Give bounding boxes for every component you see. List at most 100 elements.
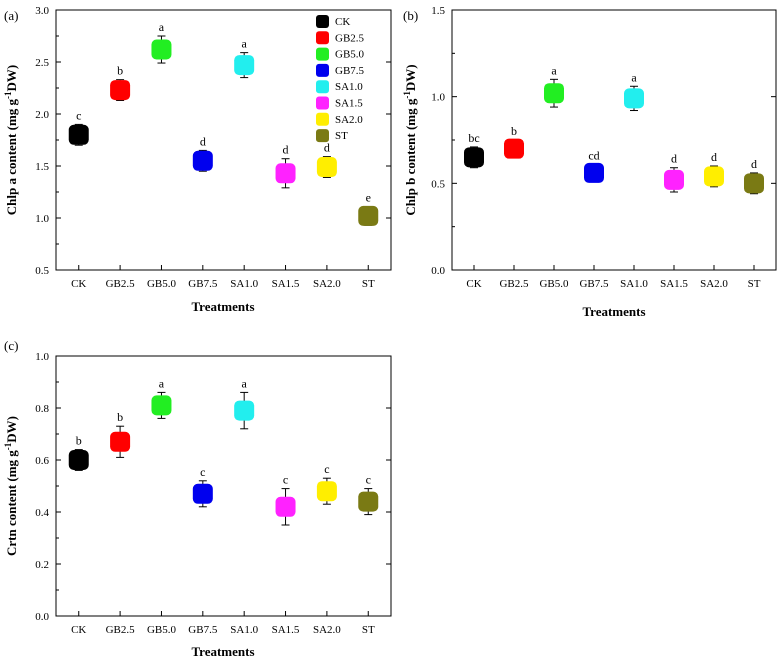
- significance-label: a: [159, 376, 165, 390]
- significance-label: a: [242, 37, 248, 51]
- legend-label: GB7.5: [335, 65, 365, 77]
- significance-label: e: [366, 191, 371, 205]
- significance-label: c: [76, 108, 81, 122]
- plot-frame: [55, 355, 392, 617]
- legend-swatch: [316, 129, 329, 143]
- y-tick-label: 0.0: [431, 265, 445, 277]
- panel-label: (a): [4, 8, 18, 23]
- x-tick-label: GB2.5: [106, 278, 136, 290]
- x-axis-title: Treatments: [191, 299, 254, 314]
- y-tick-label: 1.5: [35, 161, 49, 173]
- data-point-SA1.5: [664, 169, 684, 190]
- y-axis-title: Chlp a content (mg g-1DW): [3, 65, 19, 216]
- y-tick-label: 3.0: [35, 5, 49, 17]
- significance-label: a: [551, 63, 557, 77]
- x-tick-label: ST: [362, 624, 375, 636]
- data-point-CK: [68, 450, 89, 470]
- plot-frame: [451, 9, 777, 271]
- x-tick-label: GB2.5: [499, 278, 529, 290]
- legend-label: GB2.5: [335, 32, 365, 44]
- significance-label: d: [200, 134, 206, 148]
- significance-label: b: [511, 124, 517, 138]
- data-point-CK: [68, 124, 89, 145]
- legend-label: ST: [335, 130, 348, 142]
- x-tick-label: CK: [71, 278, 86, 290]
- legend-swatch: [316, 96, 329, 110]
- significance-label: b: [117, 64, 123, 78]
- x-tick-label: GB5.0: [539, 278, 569, 290]
- data-point-SA1.0: [234, 400, 255, 421]
- x-tick-label: SA1.0: [230, 624, 258, 636]
- x-tick-label: SA2.0: [313, 278, 341, 290]
- significance-label: bc: [468, 131, 479, 145]
- x-tick-label: GB5.0: [147, 624, 177, 636]
- x-tick-label: CK: [466, 278, 481, 290]
- x-tick-label: SA2.0: [700, 278, 728, 290]
- y-tick-label: 0.8: [35, 403, 49, 415]
- y-tick-label: 1.5: [431, 5, 445, 17]
- x-tick-label: SA1.0: [620, 278, 648, 290]
- data-point-SA1.0: [234, 55, 255, 76]
- y-axis-title: Chlp b content (mg g-1DW): [402, 64, 418, 215]
- significance-label: a: [242, 376, 248, 390]
- legend-swatch: [316, 112, 329, 126]
- significance-label: c: [200, 465, 205, 479]
- x-tick-label: SA2.0: [313, 624, 341, 636]
- x-tick-label: ST: [748, 278, 761, 290]
- x-tick-label: ST: [362, 278, 375, 290]
- data-point-GB2.5: [110, 80, 131, 101]
- y-tick-label: 0.0: [35, 611, 49, 623]
- legend-label: SA1.0: [335, 81, 363, 93]
- data-point-SA2.0: [316, 481, 337, 502]
- significance-label: d: [751, 157, 757, 171]
- significance-label: a: [631, 70, 637, 84]
- data-point-ST: [358, 205, 379, 226]
- legend-swatch: [316, 31, 329, 45]
- data-point-SA1.5: [275, 496, 296, 517]
- legend-swatch: [316, 63, 329, 77]
- y-axis-title: Crtn content (mg g-1DW): [3, 416, 19, 556]
- x-tick-label: SA1.5: [660, 278, 688, 290]
- significance-label: cd: [588, 148, 599, 162]
- data-point-SA1.0: [624, 88, 644, 109]
- data-point-ST: [744, 173, 764, 194]
- x-tick-label: GB5.0: [147, 278, 177, 290]
- x-tick-label: GB7.5: [188, 278, 218, 290]
- chart-panel-1: 0.5 1.0 1.5 2.0 2.5 3.0 CK GB2.5 GB5.0 GB7.5 SA1.0…: [3, 5, 392, 314]
- data-point-GB7.5: [192, 150, 213, 171]
- x-axis-title: Treatments: [582, 304, 645, 319]
- y-tick-label: 1.0: [35, 213, 49, 225]
- significance-label: d: [711, 150, 717, 164]
- x-tick-label: GB2.5: [106, 624, 136, 636]
- data-point-GB5.0: [151, 395, 172, 416]
- legend-label: SA1.5: [335, 98, 363, 110]
- significance-label: a: [159, 20, 165, 34]
- chart-panel-3: 0.0 0.2 0.4 0.6 0.8 1.0 CK GB2.5 GB5.0 GB7.5 SA1.0…: [3, 338, 392, 658]
- y-tick-label: 0.5: [431, 178, 445, 190]
- data-point-GB2.5: [110, 431, 131, 452]
- legend-swatch: [316, 80, 329, 94]
- y-tick-label: 0.5: [35, 265, 49, 277]
- legend-swatch: [316, 47, 329, 61]
- x-tick-label: CK: [71, 624, 86, 636]
- data-point-GB7.5: [192, 483, 213, 504]
- legend-label: CK: [335, 16, 350, 28]
- x-tick-label: GB7.5: [579, 278, 609, 290]
- y-tick-label: 0.2: [35, 559, 49, 571]
- legend: CK GB2.5 GB5.0 GB7.5 SA1.0 SA1.5 SA2.0 ST: [316, 15, 365, 143]
- significance-label: b: [117, 410, 123, 424]
- data-point-GB7.5: [584, 162, 604, 183]
- data-point-ST: [358, 491, 379, 512]
- legend-label: GB5.0: [335, 49, 365, 61]
- panel-label: (b): [403, 8, 418, 23]
- data-point-GB5.0: [151, 39, 172, 60]
- chart-panel-2: 0.0 0.5 1.0 1.5 CK GB2.5 GB5.0 GB7.5 SA1.0 SA1.5 S…: [402, 5, 777, 319]
- x-axis-title: Treatments: [191, 644, 254, 658]
- y-tick-label: 0.6: [35, 455, 49, 467]
- panel-label: (c): [4, 338, 18, 353]
- legend-label: SA2.0: [335, 114, 363, 126]
- data-point-SA2.0: [704, 166, 724, 187]
- legend-swatch: [316, 15, 329, 28]
- y-tick-label: 2.0: [35, 109, 49, 121]
